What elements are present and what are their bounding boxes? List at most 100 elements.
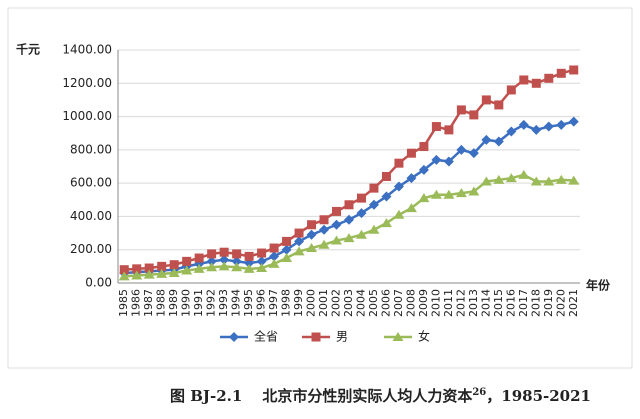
y-tick-label: 1000.00 xyxy=(62,109,112,123)
data-point xyxy=(555,174,567,184)
data-point xyxy=(256,263,268,273)
data-point xyxy=(418,164,429,175)
data-point xyxy=(518,119,529,130)
x-tick-label: 2007 xyxy=(392,289,405,317)
x-tick-label: 2015 xyxy=(492,289,505,317)
data-point xyxy=(394,158,404,168)
data-point xyxy=(468,186,480,196)
x-tick-label: 2008 xyxy=(404,289,417,317)
data-point xyxy=(406,148,416,158)
data-point xyxy=(530,176,542,186)
data-point xyxy=(144,263,154,273)
x-tick-label: 1995 xyxy=(242,289,255,317)
data-point xyxy=(344,214,354,225)
x-tick-label: 2001 xyxy=(317,289,330,317)
x-tick-label: 2012 xyxy=(454,289,467,317)
data-point xyxy=(556,119,567,130)
data-point xyxy=(232,249,242,259)
y-tick-label: 200.00 xyxy=(70,242,112,256)
data-point xyxy=(456,144,467,155)
data-point xyxy=(132,264,142,274)
y-tick-label: 600.00 xyxy=(70,176,112,190)
data-point xyxy=(307,220,317,230)
data-point xyxy=(269,251,280,262)
data-point xyxy=(493,174,505,184)
y-tick-label: 0.00 xyxy=(85,276,112,290)
caption-label: 图 BJ-2.1 xyxy=(170,387,242,405)
data-point xyxy=(193,263,205,273)
data-point xyxy=(443,189,455,199)
x-tick-label: 2000 xyxy=(305,289,318,317)
data-point xyxy=(419,142,429,152)
x-tick-label: 1985 xyxy=(117,289,130,317)
caption-text: 北京市分性别实际人均人力资本 xyxy=(262,387,472,405)
data-point xyxy=(231,256,242,267)
data-point xyxy=(569,65,579,75)
data-point xyxy=(269,243,279,253)
x-tick-label: 2003 xyxy=(342,289,355,317)
data-point xyxy=(368,224,380,234)
data-point xyxy=(243,263,255,273)
data-point xyxy=(156,268,168,278)
y-unit: 千元 xyxy=(16,42,40,57)
data-point xyxy=(494,100,504,110)
x-tick-label: 2020 xyxy=(554,289,567,317)
data-point xyxy=(543,176,555,186)
y-tick-label: 1200.00 xyxy=(62,76,112,90)
y-tick-label: 400.00 xyxy=(70,209,112,223)
data-point xyxy=(306,229,317,240)
legend-marker xyxy=(392,332,404,341)
data-point xyxy=(268,258,280,268)
data-point xyxy=(455,188,467,198)
data-point xyxy=(468,148,479,159)
data-point xyxy=(518,169,530,179)
data-point xyxy=(481,134,492,145)
data-point xyxy=(556,68,566,78)
data-point xyxy=(331,219,342,230)
data-point xyxy=(219,247,229,257)
data-point xyxy=(393,209,405,219)
x-tick-label: 1994 xyxy=(230,289,243,317)
data-point xyxy=(319,224,330,235)
data-point xyxy=(381,191,392,202)
data-point xyxy=(356,193,366,203)
data-point xyxy=(544,73,554,83)
data-point xyxy=(506,126,517,137)
legend-label: 男 xyxy=(336,330,348,344)
chart-frame xyxy=(7,7,633,369)
data-point xyxy=(531,78,541,88)
data-point xyxy=(306,243,318,253)
x-tick-label: 1988 xyxy=(155,289,168,317)
x-label: 年份 xyxy=(586,278,611,293)
data-point xyxy=(431,154,442,165)
data-point xyxy=(157,261,167,271)
legend-label: 全省 xyxy=(254,329,278,344)
x-tick-label: 2009 xyxy=(417,289,430,317)
data-point xyxy=(282,236,292,246)
x-tick-label: 1990 xyxy=(180,289,193,317)
x-tick-label: 1997 xyxy=(267,289,280,317)
data-point xyxy=(405,203,417,213)
data-point xyxy=(343,233,355,243)
y-tick-label: 800.00 xyxy=(70,142,112,156)
data-point xyxy=(469,110,479,120)
x-tick-label: 2005 xyxy=(367,289,380,317)
data-point xyxy=(431,122,441,132)
data-point xyxy=(493,136,504,147)
x-tick-label: 1986 xyxy=(130,289,143,317)
data-point xyxy=(506,85,516,95)
data-point xyxy=(519,75,529,85)
data-point xyxy=(281,253,293,263)
data-point xyxy=(319,215,329,225)
x-tick-label: 1999 xyxy=(292,289,305,317)
y-tick-label: 1400.00 xyxy=(62,43,112,57)
data-point xyxy=(531,124,542,135)
x-tick-label: 2014 xyxy=(479,289,492,317)
data-point xyxy=(332,206,342,216)
x-tick-label: 2019 xyxy=(542,289,555,317)
x-tick-label: 2006 xyxy=(379,289,392,317)
x-tick-label: 2010 xyxy=(429,289,442,317)
x-tick-label: 2018 xyxy=(529,289,542,317)
data-point xyxy=(368,199,379,210)
data-point xyxy=(119,265,129,275)
